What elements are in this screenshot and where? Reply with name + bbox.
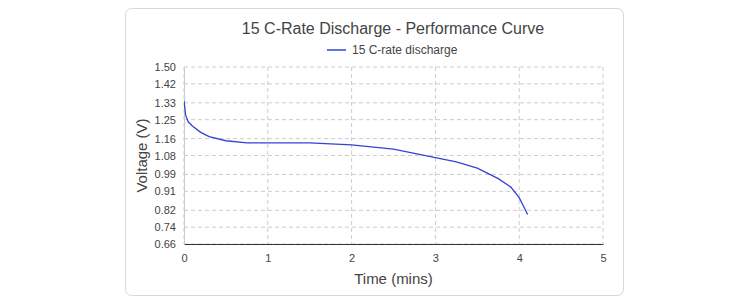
y-tick: 0.74: [155, 221, 184, 233]
y-tick-label: 0.74: [155, 221, 176, 233]
grid-line: [267, 67, 268, 244]
y-axis-title: Voltage (V): [133, 118, 150, 192]
y-tick-label: 0.91: [155, 185, 176, 197]
legend: 15 C-rate discharge: [327, 43, 458, 57]
x-tick-label: 2: [349, 252, 355, 264]
grid-line: [351, 67, 352, 244]
grid-line: [435, 67, 436, 244]
x-tick-label: 1: [265, 252, 271, 264]
grid-line: [184, 83, 603, 84]
y-tick: 1.16: [155, 133, 184, 145]
y-tick: 0.66: [155, 238, 184, 250]
y-tick: 1.25: [155, 114, 184, 126]
y-axis: 0.66 0.74 0.82 0.91 0.99 1.08 1.16 1.25 1.33 1.42…: [155, 61, 185, 250]
y-tick-label: 1.50: [155, 61, 176, 73]
y-tick-label: 1.25: [155, 114, 176, 126]
x-tick-label: 0: [181, 252, 187, 264]
y-tick: 1.42: [155, 78, 184, 90]
grid-line: [184, 67, 603, 68]
grid-line: [184, 67, 185, 244]
y-tick-label: 1.08: [155, 150, 176, 162]
y-tick-label: 0.99: [155, 168, 176, 180]
line: [184, 101, 528, 215]
grid-line: [603, 67, 604, 244]
grid-line: [184, 119, 603, 120]
y-tick-label: 0.82: [155, 204, 176, 216]
x-tick-label: 3: [433, 252, 439, 264]
grid-line: [519, 67, 520, 244]
y-tick-label: 1.42: [155, 78, 176, 90]
y-tick: 1.08: [155, 150, 184, 162]
x-tick: 5: [600, 244, 606, 264]
grid-line: [184, 155, 603, 156]
y-tick: 0.99: [155, 168, 184, 180]
grid-line: [184, 227, 603, 228]
legend-swatch: [327, 49, 346, 51]
x-tick: 4: [517, 244, 523, 264]
y-tick-label: 1.16: [155, 133, 176, 145]
legend-label: 15 C-rate discharge: [352, 43, 458, 57]
x-axis-line: [185, 244, 604, 245]
y-tick: 0.82: [155, 204, 184, 216]
y-tick: 1.50: [155, 61, 184, 73]
y-tick: 0.91: [155, 185, 184, 197]
grid-line: [184, 138, 603, 139]
y-axis-line: [184, 68, 185, 245]
grid-line: [184, 191, 603, 192]
grid: [184, 67, 603, 244]
grid-line: [184, 102, 603, 103]
y-tick-label: 1.33: [155, 97, 176, 109]
plot: 0 1 2 3 4 5 0.66 0.74 0.82 0.91 0.99 1.08 1.16 1.25 1.…: [155, 61, 607, 264]
x-tick: 2: [349, 244, 355, 264]
series-group: [184, 101, 528, 215]
card: [126, 9, 624, 296]
x-tick: 3: [433, 244, 439, 264]
chart: 0 1 2 3 4 5 0.66 0.74 0.82 0.91 0.99 1.08 1.16 1.25 1.…: [0, 0, 749, 299]
grid-line: [184, 174, 603, 175]
y-tick: 1.33: [155, 97, 184, 109]
y-tick-label: 0.66: [155, 238, 176, 250]
x-tick: 1: [265, 244, 271, 264]
title: 15 C-Rate Discharge - Performance Curve: [242, 20, 544, 37]
x-tick: 0: [181, 244, 187, 264]
x-tick-label: 4: [517, 252, 523, 264]
grid-line: [184, 244, 603, 245]
x-axis: 0 1 2 3 4 5: [181, 244, 606, 264]
grid-line: [184, 210, 603, 211]
x-axis-title: Time (mins): [354, 270, 433, 287]
x-tick-label: 5: [600, 252, 606, 264]
